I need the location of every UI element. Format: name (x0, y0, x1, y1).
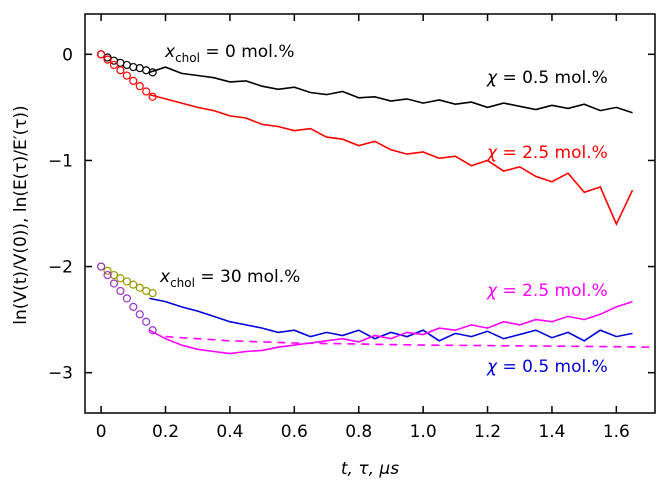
data-marker (109, 60, 119, 70)
annotation: χ = 0.5 mol.% (486, 68, 608, 88)
annotation: xchol = 30 mol.% (159, 267, 300, 290)
annotation-text: = 2.5 mol.% (497, 281, 608, 301)
data-marker (129, 62, 138, 72)
data-marker (116, 274, 125, 283)
data-marker (109, 279, 119, 288)
plot-frame (84, 13, 656, 414)
data-marker (142, 87, 151, 96)
annotation-variable: χ (486, 68, 498, 88)
annotation-text: = 0.5 mol.% (497, 357, 608, 377)
data-marker (135, 310, 144, 319)
y-tick-label: −1 (48, 151, 73, 171)
annotation-subscript: chol (170, 276, 195, 290)
annotation-text: = 0.5 mol.% (497, 68, 608, 88)
annotation-variable: χ (486, 357, 498, 377)
y-tick-label: −3 (48, 364, 73, 384)
x-tick-label: 0 (96, 422, 107, 442)
data-marker (103, 266, 112, 275)
data-marker (122, 294, 131, 303)
annotation-variable: χ (486, 143, 498, 163)
data-marker (103, 55, 112, 64)
data-line (149, 66, 633, 114)
x-tick-label: 0.2 (152, 422, 179, 442)
annotation: χ = 0.5 mol.% (486, 357, 608, 377)
annotation-text: = 0 mol.% (200, 42, 295, 62)
x-tick-label: 0.8 (345, 422, 372, 442)
annotation-subscript: chol (175, 51, 200, 65)
data-marker (103, 270, 112, 280)
data-marker (142, 317, 151, 326)
x-tick-label: 1.0 (410, 422, 437, 442)
annotation-variable: χ (486, 281, 498, 301)
annotation-variable: x (164, 42, 176, 62)
y-axis-label: ln(V(t)/V(0)), ln(E(τ)/E′(τ)) (11, 105, 31, 324)
y-tick-label: 0 (62, 45, 73, 65)
x-tick-label: 1.4 (538, 422, 565, 442)
data-marker (129, 302, 138, 311)
data-marker (122, 71, 131, 80)
data-marker (135, 82, 144, 91)
x-tick-label: 1.2 (474, 422, 501, 442)
data-marker (129, 76, 138, 85)
data-marker (148, 326, 157, 335)
data-line (149, 93, 634, 227)
data-line (165, 335, 656, 348)
annotation-text: = 2.5 mol.% (497, 143, 608, 163)
x-tick-label: 1.6 (603, 422, 630, 442)
data-marker (97, 50, 106, 59)
annotation: χ = 2.5 mol.% (486, 143, 608, 163)
data-marker (148, 288, 157, 298)
data-marker (116, 286, 125, 296)
data-marker (116, 66, 125, 75)
data-marker (148, 68, 157, 77)
data-line (149, 300, 633, 355)
x-axis-label: t, τ, μs (341, 459, 399, 479)
x-tick-label: 0.4 (216, 422, 243, 442)
annotation: χ = 2.5 mol.% (486, 281, 608, 301)
annotation-text: = 30 mol.% (195, 267, 300, 287)
annotation-variable: x (159, 267, 171, 287)
data-marker (129, 280, 138, 289)
data-line (149, 297, 633, 342)
y-tick-label: −2 (48, 258, 73, 278)
data-marker (135, 283, 144, 292)
data-marker (97, 262, 106, 271)
annotation: xchol = 0 mol.% (164, 42, 294, 65)
x-tick-label: 0.6 (281, 422, 308, 442)
data-marker (122, 277, 131, 286)
